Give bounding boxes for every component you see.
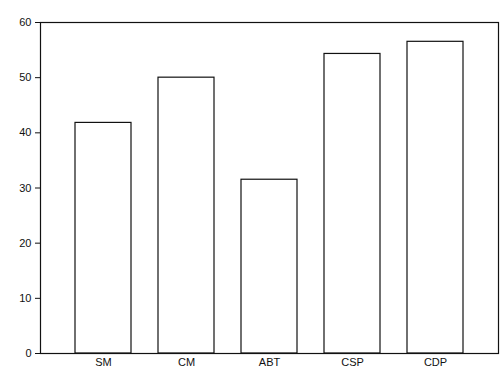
svg-text:50: 50: [19, 71, 31, 83]
svg-text:0: 0: [25, 347, 31, 359]
svg-text:CSP: CSP: [341, 356, 364, 368]
svg-text:10: 10: [19, 292, 31, 304]
svg-text:CM: CM: [178, 356, 195, 368]
svg-text:20: 20: [19, 237, 31, 249]
svg-text:40: 40: [19, 126, 31, 138]
svg-text:60: 60: [19, 16, 31, 28]
svg-text:SM: SM: [95, 356, 112, 368]
svg-text:CDP: CDP: [424, 356, 447, 368]
svg-text:ABT: ABT: [259, 356, 281, 368]
svg-text:30: 30: [19, 182, 31, 194]
